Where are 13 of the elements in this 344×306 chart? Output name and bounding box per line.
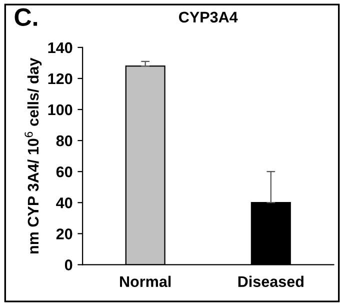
chart-title: CYP3A4 <box>179 12 238 23</box>
y-tick-label: 40 <box>56 197 72 208</box>
y-tick-label: 80 <box>56 135 72 146</box>
y-tick-label: 100 <box>48 104 72 116</box>
x-tick-label: Diseased <box>238 276 304 288</box>
y-tick-label: 140 <box>48 42 72 54</box>
y-tick-label: 120 <box>48 73 72 84</box>
x-tick-label: Normal <box>120 276 171 288</box>
y-tick-label: 60 <box>56 166 72 178</box>
text: C. <box>14 8 38 26</box>
y-tick-label: 0 <box>64 260 72 270</box>
y-tick-label: 20 <box>56 228 72 240</box>
y-axis-title: nm CYP 3A4/ 10$^{6}$ cells/ day <box>24 58 42 254</box>
